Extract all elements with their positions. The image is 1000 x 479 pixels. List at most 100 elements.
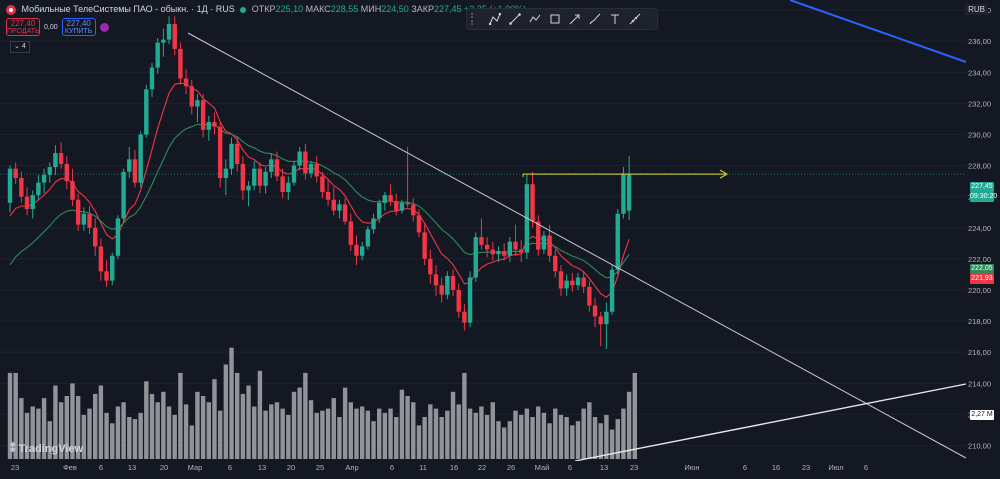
volume-bar [291, 391, 297, 459]
candle-body [365, 229, 371, 247]
volume-bar [456, 404, 461, 459]
candle-body [235, 143, 240, 164]
candle-body [132, 159, 138, 183]
symbol-title[interactable]: Мобильные ТелеСистемы ПАО - обыкн. · 1Д … [21, 4, 235, 14]
candle-body [558, 271, 564, 289]
drag-handle-icon[interactable] [471, 13, 479, 25]
time-tick-label: 23 [11, 463, 19, 472]
candle-body [36, 182, 41, 196]
text-tool-icon[interactable] [605, 9, 625, 29]
volume-bar [553, 408, 558, 459]
candle-body [217, 126, 223, 178]
volume-bar [53, 385, 58, 459]
candle-body [98, 246, 104, 272]
candle-body [388, 195, 393, 202]
time-tick-label: 6 [228, 463, 232, 472]
candle-body [411, 204, 416, 216]
volume-bar [394, 417, 399, 459]
volume-bar [496, 421, 501, 459]
volume-bar [206, 402, 211, 459]
sell-price: 227,40 [10, 19, 36, 28]
volume-bar [36, 408, 41, 459]
candle-body [348, 221, 353, 245]
buy-button[interactable]: 227,40 КУПИТЬ [61, 18, 96, 36]
candle-body [115, 218, 121, 256]
rectangle-tool-icon[interactable] [545, 9, 565, 29]
ma-red-label: 221,93 [970, 274, 994, 284]
settings-badge-icon[interactable] [99, 22, 109, 32]
volume-bar [24, 412, 30, 459]
volume-bar [382, 412, 388, 459]
volume-bar [325, 408, 331, 459]
last-price-label: 227,45 [970, 182, 994, 192]
currency-label[interactable]: RUB [965, 4, 988, 15]
countdown-label: 09:30:20 [970, 192, 998, 202]
candle-body [575, 277, 581, 286]
volume-bar [626, 391, 632, 459]
ma-green-label: 222,05 [970, 264, 994, 274]
arrow-tool-icon[interactable] [565, 9, 585, 29]
volume-bar [308, 400, 314, 459]
chart-drawings [0, 0, 967, 462]
volume-bar [286, 414, 291, 459]
candlesticks [7, 16, 632, 350]
candle-body [246, 185, 251, 191]
candle-body [178, 48, 183, 79]
volume-bar [541, 412, 547, 459]
volume-bar [519, 414, 524, 459]
time-tick-label: 23 [630, 463, 638, 472]
sell-label: ПРОДАТЬ [7, 28, 40, 35]
volume-bar [524, 408, 530, 459]
volume-bar [235, 372, 240, 459]
candle-body [240, 163, 246, 191]
candle-body [47, 167, 52, 175]
candle-body [144, 89, 149, 135]
candle-body [331, 199, 336, 211]
candle-body [53, 153, 58, 168]
volume-bar [47, 421, 52, 459]
volume-bar [388, 408, 393, 459]
price-tick-label: 228,00 [968, 162, 991, 171]
volume-bar [81, 414, 87, 459]
price-tick-label: 210,00 [968, 441, 991, 450]
path-tool-icon[interactable] [525, 9, 545, 29]
polyline-tool-icon[interactable] [485, 9, 505, 29]
volume-label: 2,27 M [970, 410, 994, 420]
volume-bar [246, 385, 251, 459]
price-tick-label: 216,00 [968, 348, 991, 357]
volume-bar [87, 408, 92, 459]
volume-bar [121, 402, 126, 459]
time-tick-label: 23 [802, 463, 810, 472]
chevron-down-icon: ⌄ [14, 43, 20, 50]
brush-tool-icon[interactable] [585, 9, 605, 29]
candle-body [399, 202, 405, 211]
time-tick-label: Мар [188, 463, 203, 472]
sell-button[interactable]: 227,40 ПРОДАТЬ [6, 18, 40, 36]
volume-bar [30, 406, 35, 459]
candle-body [70, 181, 75, 200]
volume-bar [115, 406, 121, 459]
candle-body [303, 151, 308, 174]
indicators-toggle[interactable]: ⌄ 4 [10, 41, 30, 53]
volume-bar [621, 408, 626, 459]
candle-body [280, 176, 285, 192]
candle-body [314, 163, 319, 177]
trend-line-tool-icon[interactable] [505, 9, 525, 29]
volume-bar [240, 393, 246, 459]
volume-bar [41, 398, 47, 459]
candle-body [394, 201, 399, 211]
candle-body [127, 159, 132, 172]
tradingview-logo[interactable]: ⁑ TradingView [10, 442, 83, 456]
tradingview-logo-icon: ⁑ [10, 443, 16, 455]
candle-body [337, 204, 342, 211]
measure-tool-icon[interactable] [625, 9, 645, 29]
candle-body [416, 215, 422, 233]
price-tick-label: 222,00 [968, 255, 991, 264]
price-tick-label: 214,00 [968, 379, 991, 388]
volume-bar [377, 408, 382, 459]
price-tick-label: 236,00 [968, 37, 991, 46]
open-value: 225,10 [275, 4, 304, 14]
volume-bar [615, 419, 620, 459]
volume-bar [371, 421, 376, 459]
